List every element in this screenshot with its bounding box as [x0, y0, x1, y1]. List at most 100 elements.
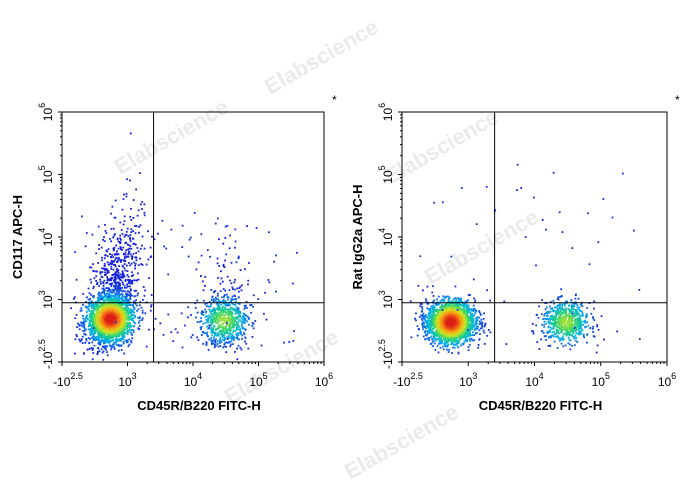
event-dot: [122, 320, 124, 323]
event-dot: [141, 244, 143, 247]
event-dot: [111, 305, 113, 308]
event-dot: [109, 327, 112, 329]
event-dot: [103, 267, 105, 270]
event-dot: [213, 307, 215, 310]
event-dot: [92, 312, 95, 315]
event-dot: [457, 341, 460, 344]
event-dot: [126, 305, 128, 308]
event-dot: [131, 314, 134, 317]
event-dot: [136, 294, 139, 297]
event-dot: [134, 232, 137, 235]
event-dot: [229, 317, 232, 320]
event-dot: [205, 311, 207, 314]
event-dot: [121, 293, 124, 296]
event-dot: [91, 333, 93, 335]
event-dot: [110, 316, 112, 319]
event-dot: [107, 303, 110, 306]
event-dot: [246, 225, 248, 227]
event-dot: [137, 272, 139, 275]
event-dot: [218, 305, 221, 307]
event-dot: [122, 318, 125, 320]
event-dot: [115, 297, 118, 300]
event-dot: [108, 331, 111, 333]
event-dot: [137, 250, 140, 253]
event-dot: [116, 305, 118, 308]
event-dot: [102, 315, 105, 317]
event-dot: [116, 253, 119, 256]
event-dot: [438, 318, 441, 321]
event-dot: [128, 262, 130, 264]
event-dot: [228, 323, 231, 326]
event-dot: [126, 298, 129, 301]
event-dot: [432, 339, 435, 342]
event-dot: [109, 319, 112, 322]
event-dot: [103, 323, 106, 325]
event-dot: [101, 313, 104, 316]
event-dot: [426, 333, 429, 335]
event-dot: [134, 243, 137, 246]
event-dot: [448, 306, 451, 309]
event-dot: [86, 317, 89, 320]
event-dot: [424, 318, 426, 321]
event-dot: [99, 339, 101, 342]
event-dot: [421, 310, 424, 312]
event-dot: [430, 305, 433, 308]
event-dot: [92, 325, 95, 328]
event-dot: [103, 298, 106, 301]
event-dot: [92, 305, 94, 308]
x-tick-label: 106: [315, 371, 333, 389]
event-dot: [80, 307, 83, 310]
event-dot: [110, 265, 113, 268]
event-dot: [230, 298, 233, 300]
event-dot: [95, 336, 97, 339]
event-dot: [125, 340, 128, 342]
event-dot: [94, 339, 97, 342]
event-dot: [187, 306, 190, 309]
event-dot: [140, 263, 143, 265]
event-dot: [103, 240, 106, 242]
event-dot: [105, 321, 108, 324]
event-dot: [85, 232, 88, 234]
event-dot: [452, 298, 455, 301]
event-dot: [125, 325, 128, 328]
event-dot: [127, 299, 130, 301]
event-dot: [207, 317, 210, 320]
event-dot: [111, 254, 113, 256]
event-dot: [104, 268, 106, 271]
event-dot: [207, 328, 210, 330]
event-dot: [214, 290, 217, 292]
event-dot: [145, 263, 148, 266]
event-dot: [112, 318, 115, 320]
event-dot: [107, 270, 110, 272]
event-dot: [113, 324, 115, 326]
event-dot: [98, 324, 101, 327]
event-dot: [237, 321, 240, 324]
event-dot: [441, 298, 443, 301]
event-dot: [119, 288, 122, 290]
event-dot: [117, 319, 120, 322]
event-dot: [216, 302, 219, 305]
event-dot: [97, 321, 100, 323]
event-dot: [122, 328, 125, 331]
event-dot: [206, 320, 209, 323]
event-dot: [220, 310, 223, 313]
event-dot: [471, 334, 474, 336]
event-dot: [133, 289, 136, 292]
event-dot: [218, 316, 220, 319]
event-dot: [229, 327, 231, 330]
event-dot: [137, 264, 140, 267]
event-dot: [204, 316, 207, 318]
event-dot: [441, 345, 444, 348]
event-dot: [233, 321, 235, 324]
event-dot: [116, 323, 119, 326]
event-dot: [132, 274, 134, 277]
event-dot: [115, 314, 118, 316]
event-dot: [101, 318, 104, 320]
event-dot: [200, 334, 203, 336]
event-dot: [213, 336, 215, 339]
event-dot: [124, 260, 127, 262]
event-dot: [111, 307, 113, 310]
event-dot: [135, 252, 137, 254]
event-dot: [210, 324, 212, 327]
event-dot: [112, 339, 114, 341]
